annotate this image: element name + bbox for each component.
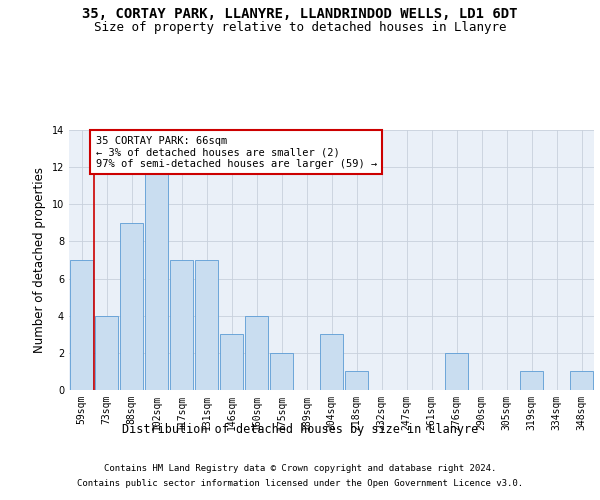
Bar	[445, 353, 468, 390]
Bar	[220, 334, 243, 390]
Bar	[320, 334, 343, 390]
Bar	[70, 260, 93, 390]
Bar	[170, 260, 193, 390]
Bar	[120, 223, 143, 390]
Bar	[145, 167, 168, 390]
Bar	[95, 316, 118, 390]
Text: Distribution of detached houses by size in Llanyre: Distribution of detached houses by size …	[122, 422, 478, 436]
Bar	[270, 353, 293, 390]
Bar	[345, 372, 368, 390]
Bar	[520, 372, 543, 390]
Text: Contains HM Land Registry data © Crown copyright and database right 2024.: Contains HM Land Registry data © Crown c…	[104, 464, 496, 473]
Bar	[195, 260, 218, 390]
Bar	[570, 372, 593, 390]
Bar	[245, 316, 268, 390]
Text: Size of property relative to detached houses in Llanyre: Size of property relative to detached ho…	[94, 21, 506, 34]
Text: 35, CORTAY PARK, LLANYRE, LLANDRINDOD WELLS, LD1 6DT: 35, CORTAY PARK, LLANYRE, LLANDRINDOD WE…	[82, 8, 518, 22]
Text: Contains public sector information licensed under the Open Government Licence v3: Contains public sector information licen…	[77, 479, 523, 488]
Y-axis label: Number of detached properties: Number of detached properties	[33, 167, 46, 353]
Text: 35 CORTAY PARK: 66sqm
← 3% of detached houses are smaller (2)
97% of semi-detach: 35 CORTAY PARK: 66sqm ← 3% of detached h…	[95, 136, 377, 169]
